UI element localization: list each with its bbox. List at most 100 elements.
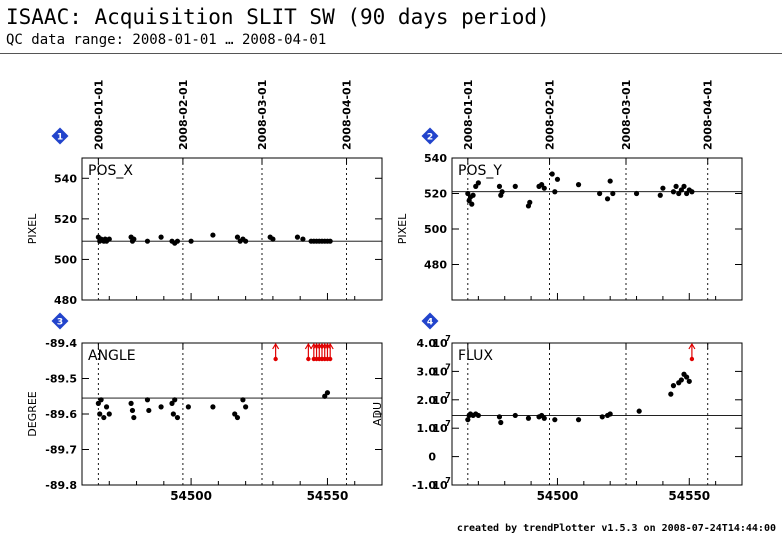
y-tick-exp-base: 10 (432, 422, 448, 435)
data-point (470, 192, 476, 198)
panel-label: FLUX (458, 348, 493, 364)
panel-badge-number: 4 (427, 318, 433, 328)
x-tick-label: 54550 (668, 489, 710, 503)
data-point (185, 404, 191, 410)
outlier-point (306, 356, 311, 362)
data-point (496, 414, 503, 420)
panel-badge-number: 3 (57, 318, 63, 328)
y-tick-exponent: 7 (445, 362, 451, 371)
date-tick-label: 2008-01-01 (462, 80, 475, 150)
data-point (607, 411, 613, 417)
y-tick-exponent: 7 (445, 476, 451, 485)
data-point (684, 190, 690, 197)
y-tick-label: 3.0 (417, 365, 437, 378)
page-title: ISAAC: Acquisition SLIT SW (90 days peri… (6, 5, 550, 29)
date-tick-label: 2008-04-01 (341, 80, 354, 150)
panel-label: POS_X (88, 163, 133, 179)
title-divider (0, 53, 782, 54)
data-point (144, 238, 151, 244)
data-point (243, 238, 249, 244)
data-point (610, 190, 616, 197)
data-point (131, 414, 137, 421)
panel-label: ANGLE (88, 348, 136, 364)
y-axis-label: PIXEL (396, 213, 409, 244)
outlier-arrowhead (318, 342, 326, 350)
data-point (475, 412, 481, 419)
data-point (541, 415, 547, 421)
data-point (670, 383, 677, 389)
data-point (554, 176, 561, 182)
data-point (549, 171, 555, 177)
footer-credit: created by trendPlotter v1.5.3 on 2008-0… (456, 523, 776, 534)
data-point (129, 407, 136, 414)
data-point (512, 412, 518, 419)
data-point (633, 190, 640, 197)
y-tick-label: -89.5 (45, 373, 77, 386)
data-point (668, 391, 674, 397)
panel-badge-icon (421, 127, 439, 145)
data-point (473, 183, 479, 189)
data-point (144, 397, 151, 403)
data-point (684, 374, 690, 380)
data-point (327, 238, 333, 244)
plot-panel-2: 2008-01-01 2008-02-01 2008-03-01 2008-04-01… (396, 80, 743, 301)
data-point (552, 189, 558, 195)
data-point (128, 400, 134, 406)
outlier-arrowhead (304, 342, 312, 350)
data-point (172, 397, 178, 403)
data-point (234, 414, 241, 421)
x-tick-label: 54500 (537, 489, 579, 503)
date-tick-label: 2008-04-01 (702, 80, 715, 150)
outlier-arrowhead (310, 342, 318, 350)
outlier-arrowhead (323, 342, 331, 350)
data-point (681, 183, 687, 189)
panel-badge-number: 1 (57, 133, 63, 143)
y-tick-label: 1.0 (417, 422, 437, 435)
data-point (210, 232, 216, 238)
outlier-point (327, 356, 333, 362)
y-tick-label: 540 (424, 152, 447, 165)
y-tick-label: 2.0 (417, 394, 437, 407)
y-tick-label: 0 (428, 451, 436, 464)
x-tick-label: 54550 (307, 489, 349, 503)
date-tick-label: 2008-03-01 (620, 80, 633, 150)
data-point (498, 419, 504, 426)
y-tick-label: 540 (54, 172, 77, 185)
y-tick-label: -89.7 (45, 444, 77, 457)
data-point (599, 414, 605, 420)
panel-badge-icon (421, 312, 439, 330)
y-tick-label: 500 (54, 253, 77, 266)
data-point (97, 411, 103, 417)
data-point (95, 400, 101, 406)
panel-label: POS_Y (458, 163, 502, 179)
data-point (660, 185, 666, 191)
y-tick-label: 480 (424, 259, 447, 272)
outlier-arrowhead (272, 342, 280, 350)
y-tick-exponent: 7 (445, 391, 451, 400)
y-tick-label: 520 (54, 213, 77, 226)
outlier-arrowhead (688, 342, 696, 350)
data-point (676, 190, 682, 197)
data-point (657, 192, 663, 198)
data-point (232, 411, 238, 417)
data-point (552, 417, 558, 423)
outlier-arrowhead (315, 342, 323, 350)
data-point (499, 189, 505, 195)
plot-frame (81, 157, 383, 301)
y-tick-label: -1.0 (412, 479, 436, 492)
y-tick-label: 4.0 (417, 337, 437, 350)
data-point (106, 236, 112, 242)
data-point (465, 190, 471, 197)
panel-badge-number: 2 (427, 133, 433, 143)
data-point (525, 415, 532, 421)
date-tick-label: 2008-02-01 (177, 80, 190, 150)
plot-panel-1: 2008-01-01 2008-02-01 2008-03-01 2008-04-01… (26, 80, 383, 307)
data-point (607, 178, 613, 184)
y-axis-label: DEGREE (26, 391, 39, 437)
outlier-arrowhead (326, 342, 334, 350)
data-point (174, 238, 181, 244)
data-point (146, 407, 152, 414)
data-point (106, 411, 112, 417)
date-tick-label: 2008-01-01 (92, 80, 105, 150)
data-point (670, 189, 677, 195)
